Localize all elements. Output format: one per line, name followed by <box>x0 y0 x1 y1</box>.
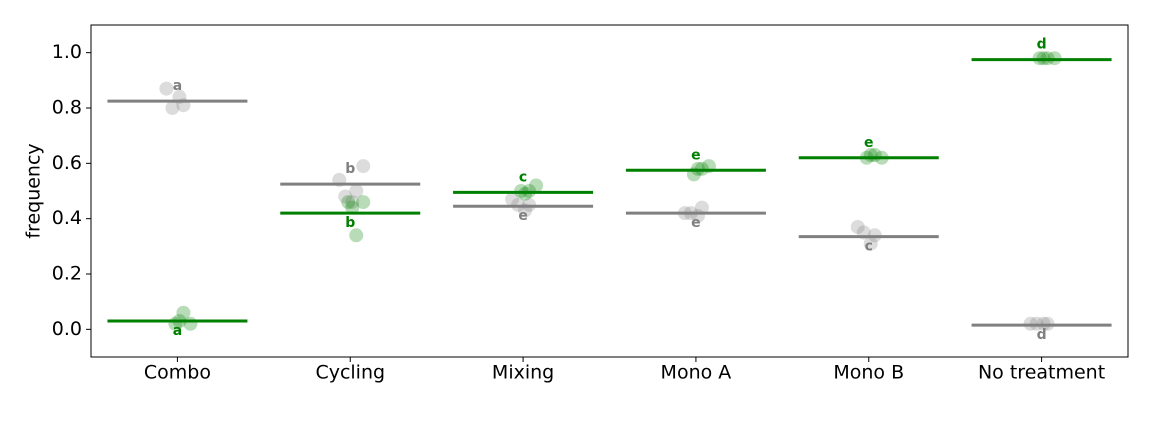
data-point <box>529 178 544 193</box>
data-point <box>694 200 709 215</box>
x-tick-label: Mixing <box>492 362 554 384</box>
group-letter: e <box>691 215 701 231</box>
group-letter: b <box>345 215 355 231</box>
data-point <box>850 219 865 234</box>
x-tick-label: Combo <box>144 362 211 384</box>
x-tick-label: No treatment <box>978 362 1105 384</box>
x-tick-label: Mono B <box>833 362 904 384</box>
group-letter: e <box>864 135 874 151</box>
group-letter: b <box>345 161 355 177</box>
y-tick-label: 0.4 <box>52 207 82 229</box>
data-point <box>356 159 371 174</box>
y-tick-label: 0.2 <box>52 263 82 285</box>
plot-frame <box>90 24 1129 358</box>
group-letter: d <box>1037 37 1047 53</box>
data-point <box>165 101 180 115</box>
x-tick-label: Mono A <box>661 362 732 384</box>
data-point <box>863 236 878 251</box>
group-letter: c <box>865 239 873 255</box>
y-tick-label: 1.0 <box>52 41 82 63</box>
group-letter: d <box>1037 327 1047 343</box>
group-letter: e <box>518 208 528 224</box>
data-point <box>183 316 198 331</box>
group-letter: c <box>519 169 527 185</box>
x-tick-label: Cycling <box>315 362 385 384</box>
y-axis-label: frequency <box>23 143 45 238</box>
y-tick-label: 0.6 <box>52 152 82 174</box>
data-point <box>345 200 360 215</box>
data-point <box>176 305 191 320</box>
data-point <box>341 195 356 210</box>
data-point <box>338 189 353 204</box>
data-point <box>159 81 174 96</box>
data-point <box>349 228 364 243</box>
group-letter: a <box>173 323 182 339</box>
group-letter: e <box>691 147 701 163</box>
data-point <box>349 184 364 198</box>
data-point <box>356 195 371 210</box>
y-tick-label: 0.0 <box>52 318 82 340</box>
group-letter: a <box>173 78 182 94</box>
data-point <box>505 192 520 207</box>
y-tick-label: 0.8 <box>52 97 82 119</box>
data-point <box>345 195 360 210</box>
